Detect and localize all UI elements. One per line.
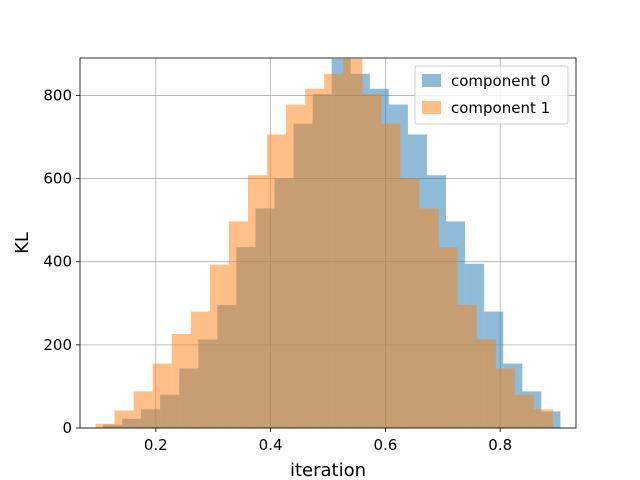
y-tick-label: 200	[43, 336, 72, 354]
histogram-bar	[362, 94, 382, 428]
histogram-bar	[247, 175, 268, 428]
histogram-bar	[533, 409, 553, 428]
x-tick-label: 0.6	[373, 436, 397, 454]
histogram-bar	[343, 58, 363, 429]
histogram-bar	[381, 123, 401, 428]
histogram-bars	[95, 58, 561, 429]
legend-swatch	[422, 74, 441, 87]
histogram-bar	[95, 423, 115, 428]
histogram-bar	[476, 339, 496, 428]
legend-label: component 1	[451, 99, 550, 117]
histogram-bar	[267, 134, 287, 428]
series-1-bars	[95, 58, 553, 429]
x-tick-label: 0.4	[259, 436, 283, 454]
axis-ticks: 0.2 0.4 0.6 0.8 0 200 400 600 800	[43, 86, 512, 454]
histogram-bar	[286, 104, 306, 428]
y-tick-label: 600	[43, 170, 72, 188]
histogram-bar	[495, 368, 515, 428]
histogram-bar	[171, 334, 191, 428]
legend-box	[414, 65, 569, 125]
histogram-bar	[228, 221, 248, 428]
histogram-bar	[152, 363, 172, 428]
histogram-bar	[190, 311, 210, 428]
histogram-bar	[114, 410, 134, 428]
x-axis-label: iteration	[290, 460, 366, 480]
legend-label: component 0	[451, 72, 550, 90]
legend: component 0 component 1	[414, 65, 569, 125]
histogram-bar	[133, 391, 153, 428]
histogram-bar	[438, 247, 458, 428]
x-tick-label: 0.2	[144, 436, 168, 454]
histogram-bar	[324, 73, 344, 428]
histogram-bar	[419, 208, 439, 428]
histogram-bar	[514, 394, 534, 428]
plot-frame	[79, 57, 577, 429]
legend-swatch	[422, 101, 441, 114]
y-tick-label: 0	[62, 419, 72, 437]
histogram-bar	[305, 88, 325, 429]
histogram-bar	[209, 264, 229, 428]
histogram-bar	[457, 304, 477, 428]
histogram-bar	[400, 178, 420, 428]
y-tick-label: 400	[43, 253, 72, 271]
x-tick-label: 0.8	[488, 436, 512, 454]
y-tick-label: 800	[43, 86, 72, 104]
y-axis-label: KL	[12, 232, 33, 254]
